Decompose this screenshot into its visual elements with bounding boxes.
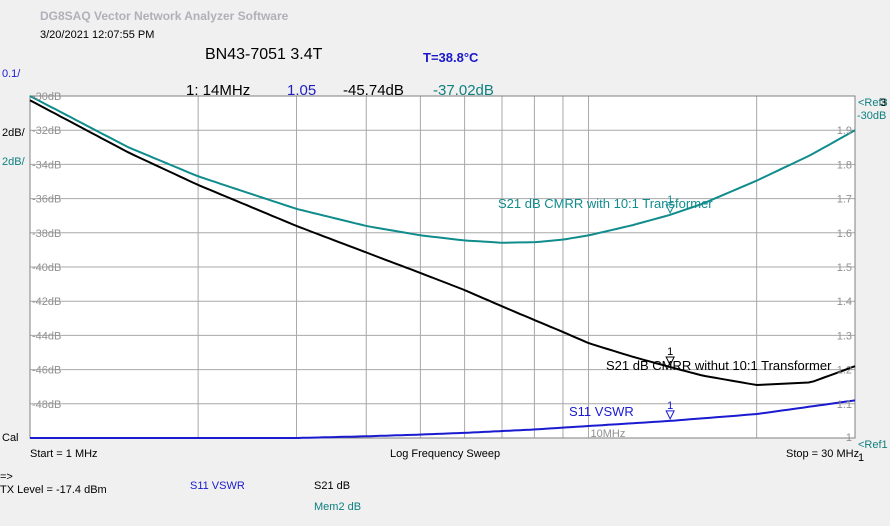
series-line: [29, 99, 856, 387]
y-tick-label-db: -32dB: [32, 125, 61, 137]
y-tick-label-db: -36dB: [32, 194, 61, 206]
marker-vswr-readout: 1.05: [287, 82, 317, 99]
ref-top-number: 3: [880, 97, 887, 109]
tick-labels: -30dB -32dB -34dB -36dB -38dB -40dB -42dB -44dB…: [32, 91, 852, 444]
y-tick-label-db: -48dB: [32, 399, 61, 411]
series-line: [29, 95, 856, 244]
marker-triangle[interactable]: [665, 204, 675, 214]
marker-label: 1: [667, 346, 673, 358]
ref-bottom-number: 1: [858, 452, 865, 464]
vswr-per-div-label: 0.1/: [2, 68, 21, 80]
plot-border: [29, 95, 856, 439]
y-tick-label-vswr: 1.6: [837, 228, 852, 240]
arrow-indicator: =>: [0, 471, 13, 483]
chart-title: BN43-7051 3.4T: [205, 46, 323, 63]
legend-s11-vswr[interactable]: S11 VSWR: [190, 480, 245, 492]
series-line: [30, 399, 856, 439]
y-tick-label-db: -46dB: [32, 365, 61, 377]
legend-mem2-db[interactable]: Mem2 dB: [314, 501, 362, 513]
ref-top-db-label: -30dB: [857, 110, 887, 122]
y-tick-label-db: -44dB: [32, 330, 61, 342]
y-tick-label-db: -40dB: [32, 262, 61, 274]
y-tick-label-vswr: 1.1: [837, 399, 852, 411]
ref-bottom-label: <Ref1: [858, 439, 888, 451]
y-tick-label-db: -30dB: [32, 91, 61, 103]
traces: [29, 95, 856, 439]
series-label: S21 dB CMRR withut 10:1 Transformer: [606, 358, 832, 373]
marker-label: 1: [667, 400, 673, 412]
cal-label[interactable]: Cal: [2, 432, 19, 444]
marker-mem2-readout: -37.02dB: [433, 82, 494, 99]
marker-frequency-readout: 1: 14MHz: [186, 82, 251, 99]
x-tick-label: 10MHz: [591, 428, 626, 440]
sweep-type-label: Log Frequency Sweep: [390, 448, 501, 460]
app-title: DG8SAQ Vector Network Analyzer Software: [40, 9, 289, 23]
sweep-start-label: Start = 1 MHz: [30, 448, 98, 460]
y-tick-label-vswr: 1.3: [837, 330, 852, 342]
y-tick-label-vswr: 1.2: [837, 365, 852, 377]
y-tick-label-vswr: 1.7: [837, 194, 852, 206]
y-tick-label-vswr: 1.5: [837, 262, 852, 274]
legend-s21-db[interactable]: S21 dB: [314, 480, 351, 492]
y-tick-label-db: -38dB: [32, 228, 61, 240]
y-tick-label-vswr: 1.4: [837, 296, 852, 308]
series-label: S11 VSWR: [569, 404, 634, 419]
marker-s21-readout: -45.74dB: [343, 82, 404, 99]
sweep-stop-label: Stop = 30 MHz: [786, 448, 860, 460]
s21-per-div-label: 2dB/: [2, 127, 25, 139]
marker-triangle[interactable]: [665, 410, 675, 421]
mem2-per-div-label: 2dB/: [2, 156, 25, 168]
marker-label: 1: [667, 194, 673, 206]
marker-triangle[interactable]: [665, 356, 675, 367]
temperature-readout: T=38.8°C: [423, 50, 479, 65]
y-tick-label-vswr: 1.9: [837, 125, 852, 137]
tx-level-label: TX Level = -17.4 dBm: [0, 484, 107, 496]
ref-top-label: <Ref3: [858, 97, 888, 109]
timestamp: 3/20/2021 12:07:55 PM: [40, 29, 155, 41]
y-tick-label-vswr: 1.8: [837, 159, 852, 171]
y-tick-label-vswr: 1: [846, 432, 852, 444]
y-tick-label-db: -42dB: [32, 296, 61, 308]
y-tick-label-db: -34dB: [32, 159, 61, 171]
series-label: S21 dB CMRR with 10:1 Transformer: [498, 196, 713, 211]
